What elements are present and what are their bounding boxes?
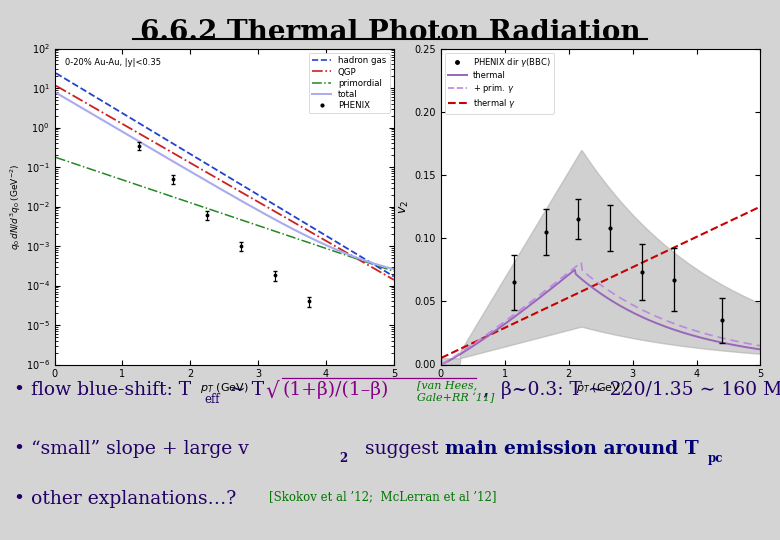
Legend: PHENIX dir $\gamma$(BBC), thermal, + prim. $\gamma$, thermal $\gamma$: PHENIX dir $\gamma$(BBC), thermal, + pri… [445, 53, 554, 114]
hadron gas [336, 241, 346, 248]
Line: QGP: QGP [56, 86, 394, 280]
total [51, 90, 61, 96]
primordial [336, 250, 346, 256]
thermal [727, 341, 736, 348]
Text: [Skokov et al ’12;  McLerran et al ’12]: [Skokov et al ’12; McLerran et al ’12] [269, 490, 497, 503]
thermal $\gamma$ [726, 218, 736, 224]
hadron gas [253, 191, 262, 198]
X-axis label: $p_T$ (GeV): $p_T$ (GeV) [200, 381, 249, 395]
thermal [628, 309, 637, 315]
+ prim. $\gamma$ [707, 332, 716, 339]
total [357, 256, 367, 263]
thermal $\gamma$ [626, 265, 636, 271]
Line: + prim. $\gamma$: + prim. $\gamma$ [441, 262, 760, 364]
Line: total: total [56, 93, 394, 269]
primordial [52, 154, 62, 161]
Line: thermal: thermal [441, 270, 760, 364]
thermal $\gamma$ [756, 203, 765, 210]
Text: • “small” slope + large v: • “small” slope + large v [14, 440, 249, 458]
total [258, 210, 268, 216]
primordial [357, 258, 367, 264]
Line: hadron gas: hadron gas [56, 73, 394, 276]
+ prim. $\gamma$ [756, 342, 765, 349]
Text: ∼ T: ∼ T [224, 381, 270, 399]
Y-axis label: $v_2$: $v_2$ [399, 200, 411, 213]
Text: main emission around T: main emission around T [445, 440, 698, 458]
primordial [251, 221, 261, 228]
Text: 0-20% Au-Au, |y|<0.35: 0-20% Au-Au, |y|<0.35 [65, 58, 161, 67]
hadron gas [258, 194, 268, 201]
total [52, 90, 62, 97]
thermal [756, 346, 765, 353]
total [251, 206, 261, 212]
Text: ,  β~0.3: T ∼ 220/1.35 ∼ 160 MeV: , β~0.3: T ∼ 220/1.35 ∼ 160 MeV [477, 381, 780, 399]
QGP [357, 259, 367, 265]
primordial [258, 224, 268, 231]
hadron gas [357, 254, 367, 261]
Y-axis label: $q_0\,dN/d^3q_0\;(\mathrm{GeV}^{-2})$: $q_0\,dN/d^3q_0\;(\mathrm{GeV}^{-2})$ [9, 163, 23, 250]
Line: thermal $\gamma$: thermal $\gamma$ [441, 206, 760, 358]
Text: • other explanations…?: • other explanations…? [14, 490, 236, 508]
+ prim. $\gamma$ [438, 361, 447, 367]
Text: eff: eff [204, 393, 220, 406]
Text: 6.6.2 Thermal Photon Radiation: 6.6.2 Thermal Photon Radiation [140, 19, 640, 46]
QGP [52, 83, 62, 90]
+ prim. $\gamma$ [626, 301, 636, 307]
+ prim. $\gamma$ [727, 337, 736, 343]
QGP [258, 201, 268, 208]
thermal $\gamma$ [626, 265, 635, 272]
Text: (1+β)/(1–β): (1+β)/(1–β) [282, 381, 388, 399]
QGP [253, 198, 262, 205]
QGP [51, 83, 61, 89]
hadron gas [251, 190, 261, 197]
thermal [633, 312, 643, 318]
Line: primordial: primordial [56, 158, 394, 271]
primordial [253, 222, 262, 228]
QGP [389, 276, 399, 283]
Text: pc: pc [707, 452, 723, 465]
total [336, 248, 346, 255]
Text: √: √ [265, 381, 279, 403]
total [389, 266, 399, 273]
thermal [707, 337, 716, 343]
+ prim. $\gamma$ [628, 301, 637, 308]
hadron gas [52, 71, 62, 77]
total [253, 206, 262, 213]
+ prim. $\gamma$ [437, 361, 446, 367]
Legend: hadron gas, QGP, primordial, total, PHENIX: hadron gas, QGP, primordial, total, PHEN… [309, 53, 389, 113]
Text: suggest: suggest [353, 440, 444, 458]
thermal $\gamma$ [632, 262, 641, 268]
thermal [437, 361, 446, 368]
Text: [van Hees,
Gale+RR ‘11]: [van Hees, Gale+RR ‘11] [417, 381, 495, 403]
thermal [570, 267, 580, 273]
+ prim. $\gamma$ [576, 259, 586, 266]
thermal $\gamma$ [438, 354, 447, 361]
QGP [251, 198, 261, 204]
X-axis label: $p_T$ (GeV): $p_T$ (GeV) [576, 381, 625, 395]
hadron gas [389, 273, 399, 280]
Text: 2: 2 [339, 452, 348, 465]
thermal $\gamma$ [437, 355, 446, 361]
Text: • flow blue-shift: T: • flow blue-shift: T [14, 381, 191, 399]
primordial [389, 268, 399, 274]
primordial [51, 154, 61, 161]
thermal [438, 361, 447, 367]
hadron gas [51, 70, 61, 77]
QGP [336, 246, 346, 253]
+ prim. $\gamma$ [633, 305, 643, 311]
thermal [626, 308, 636, 315]
thermal $\gamma$ [706, 227, 715, 234]
